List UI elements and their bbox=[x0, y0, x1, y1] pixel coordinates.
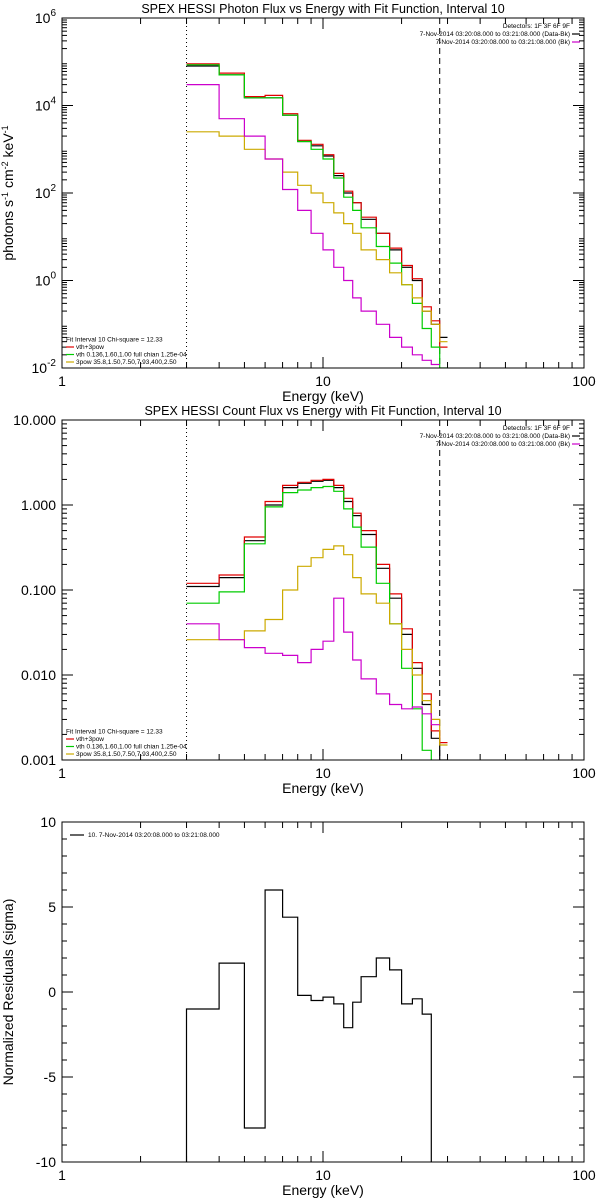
y-tick-label: 0.100 bbox=[21, 582, 56, 598]
y-tick-label: 104 bbox=[35, 96, 57, 114]
legend-bottom-entry: 3pow 35.8,1.50,7.50,7.93,400,2.50 bbox=[76, 751, 177, 758]
legend-bottom-entry: vth 0.136,1.60,1.00 full chian 1.25e-04 bbox=[76, 744, 187, 751]
y-tick-label: 10-2 bbox=[32, 358, 57, 376]
x-tick-label: 100 bbox=[572, 373, 596, 389]
y-tick-label: 100 bbox=[35, 271, 57, 289]
spectrum-series-1 bbox=[186, 478, 448, 744]
spectrum-series-0 bbox=[186, 479, 448, 760]
y-tick-label: -10 bbox=[36, 1154, 56, 1170]
legend-bottom-entry: vth+3pow bbox=[76, 736, 104, 743]
spectrum-series-3 bbox=[186, 131, 448, 343]
y-tick-label: 0.001 bbox=[21, 752, 56, 768]
x-axis-label: Energy (keV) bbox=[282, 780, 364, 796]
plot-frame bbox=[61, 17, 585, 369]
y-tick-label: 1.000 bbox=[21, 497, 56, 513]
legend-bottom-entry: Fit Interval 10 Chi-square = 12.33 bbox=[66, 729, 163, 736]
spectrum-series-4 bbox=[186, 84, 440, 366]
legend-bottom-entry: 3pow 35.8,1.50,7.50,7.93,400,2.50 bbox=[76, 359, 177, 366]
spectrum-series-0 bbox=[186, 65, 448, 338]
y-tick-label: 10.000 bbox=[13, 412, 56, 428]
x-tick-label: 1 bbox=[58, 765, 66, 781]
y-axis-label: photons s-1 cm-2 keV-1 bbox=[0, 125, 16, 260]
x-tick-label: 10 bbox=[315, 765, 331, 781]
legend-top-entry: 7-Nov-2014 03:20:08.000 to 03:21:08.000 … bbox=[420, 31, 570, 38]
legend-bottom-entry: Fit Interval 10 Chi-square = 12.33 bbox=[66, 337, 163, 344]
legend-top-entry: Detectors: 1F 3F 6F 9F bbox=[503, 23, 570, 30]
legend-top-entry: 7-Nov-2014 03:20:08.000 to 03:21:08.000 … bbox=[436, 39, 570, 46]
y-tick-label: 0.010 bbox=[21, 667, 56, 683]
legend-top-entry: 7-Nov-2014 03:20:08.000 to 03:21:08.000 … bbox=[420, 433, 570, 440]
legend-top-entry: 7-Nov-2014 03:20:08.000 to 03:21:08.000 … bbox=[436, 441, 570, 448]
chart-title: SPEX HESSI Count Flux vs Energy with Fit… bbox=[144, 404, 501, 418]
x-axis-label: Energy (keV) bbox=[282, 1182, 364, 1198]
y-tick-label: 10 bbox=[40, 814, 56, 830]
x-tick-label: 10 bbox=[315, 373, 331, 389]
y-axis-label: Normalized Residuals (sigma) bbox=[0, 899, 16, 1086]
y-tick-label: 102 bbox=[35, 183, 57, 201]
y-tick-label: -5 bbox=[44, 1069, 57, 1085]
spectrum-series-1 bbox=[186, 63, 448, 348]
photon-flux-panel: 1 10 100 10-2 100 102 104 106 SPEX HESSI Photon … bbox=[0, 2, 596, 404]
x-tick-label: 1 bbox=[58, 373, 66, 389]
legend-top-entry: Detectors: 1F 3F 6F 9F bbox=[503, 425, 570, 432]
x-tick-label: 100 bbox=[572, 1167, 596, 1183]
chart-title: SPEX HESSI Photon Flux vs Energy with Fi… bbox=[141, 2, 504, 16]
legend-bottom-entry: vth+3pow bbox=[76, 344, 104, 351]
spectrum-series-2 bbox=[186, 64, 448, 368]
x-tick-label: 10 bbox=[315, 1167, 331, 1183]
plot-frame bbox=[61, 419, 585, 761]
spectrum-series-0 bbox=[185, 889, 432, 1162]
x-axis-label: Energy (keV) bbox=[282, 388, 364, 404]
x-tick-label: 100 bbox=[572, 765, 596, 781]
x-tick-label: 1 bbox=[58, 1167, 66, 1183]
plot-frame bbox=[61, 821, 585, 1163]
spectrum-series-4 bbox=[186, 597, 440, 726]
count-flux-panel: 1 10 100 0.001 0.010 0.100 1.000 10.000 SPEX HES… bbox=[13, 404, 596, 796]
y-tick-label: 0 bbox=[48, 984, 56, 1000]
legend-bottom-entry: vth 0.136,1.60,1.00 full chian 1.25e-04 bbox=[76, 352, 187, 359]
y-tick-label: 106 bbox=[35, 8, 57, 26]
y-tick-label: 5 bbox=[48, 899, 56, 915]
spectrum-series-3 bbox=[186, 545, 448, 746]
legend-left-entry: 10. 7-Nov-2014 03:20:08.000 to 03:21:08.… bbox=[88, 832, 220, 839]
